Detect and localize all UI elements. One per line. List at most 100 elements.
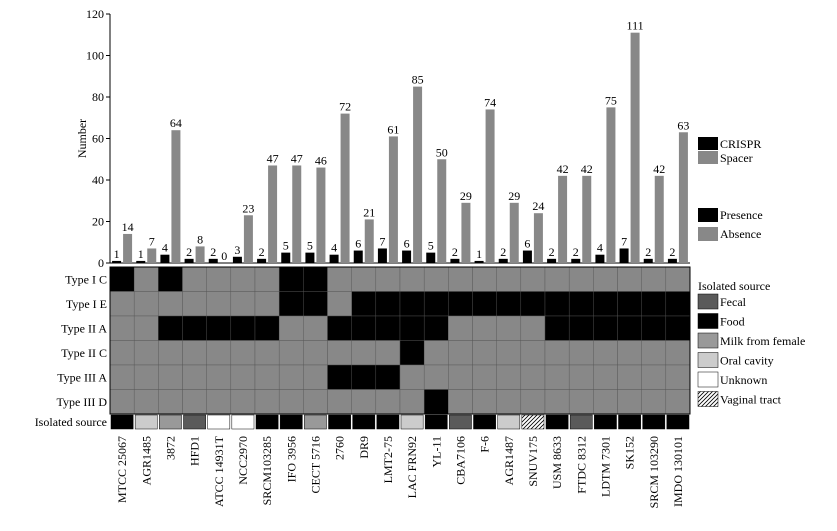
heatmap-cell [182, 315, 207, 341]
heatmap-cell [617, 389, 642, 415]
heatmap-cell [375, 291, 401, 317]
source-cell [159, 414, 182, 430]
spacer-value-label: 50 [436, 145, 448, 159]
spacer-value-label: 42 [653, 162, 665, 176]
source-cell [594, 414, 617, 430]
spacer-bar [171, 130, 181, 263]
spacer-bar [509, 202, 519, 263]
source-cell [618, 414, 641, 430]
heatmap-cell [617, 364, 642, 390]
spacer-bar [533, 213, 543, 263]
heatmap-cell [544, 291, 570, 317]
heatmap-cell [158, 389, 183, 415]
heatmap-cell [351, 315, 377, 341]
source-cell [304, 414, 327, 430]
y-tick-label: 40 [92, 173, 104, 187]
spacer-value-label: 42 [557, 162, 569, 176]
category-label: SNUV175 [526, 436, 540, 487]
heatmap-cell [206, 340, 232, 366]
spacer-value-label: 42 [581, 162, 593, 176]
heatmap-cell [665, 291, 691, 317]
heatmap-cell [520, 291, 546, 317]
legend-label-crispr: CRISPR [720, 137, 761, 151]
heatmap-cell [182, 389, 207, 415]
heatmap-cell [109, 340, 135, 366]
source-cell [473, 414, 496, 430]
heatmap-cell [303, 266, 328, 292]
heatmap-cell [641, 389, 667, 415]
spacer-bar [147, 248, 157, 263]
crispr-bar [571, 258, 581, 263]
heatmap-cell [303, 364, 328, 390]
heatmap-cell [254, 266, 280, 292]
source-cell [183, 414, 206, 430]
heatmap-cell [399, 364, 425, 390]
heatmap-cell [327, 266, 352, 292]
heatmap-cell [423, 291, 449, 317]
crispr-bar [450, 258, 460, 263]
heatmap-cell [375, 315, 401, 341]
source-cell [207, 414, 231, 430]
spacer-value-label: 21 [363, 205, 375, 219]
heatmap-cell [472, 389, 497, 415]
heatmap-cell [375, 389, 401, 415]
heatmap-cell [665, 364, 691, 390]
heatmap-cell [206, 364, 232, 390]
crispr-value-label: 4 [162, 241, 168, 255]
heatmap-cell [230, 266, 256, 292]
crispr-value-label: 2 [573, 245, 579, 259]
heatmap-cell [109, 315, 135, 341]
heatmap-cell [568, 291, 594, 317]
heatmap-cell [327, 340, 352, 366]
crispr-bar [208, 258, 218, 263]
heatmap-cell [133, 266, 159, 292]
heatmap-cell [351, 340, 377, 366]
spacer-bar [558, 175, 568, 263]
heatmap-cell [158, 315, 183, 341]
heatmap-cell [568, 315, 594, 341]
heatmap-cell [593, 291, 618, 317]
source-row-label: Isolated source [35, 415, 107, 429]
category-label: MTCC 25067 [115, 436, 129, 503]
crispr-bar [643, 258, 653, 263]
heatmap-cell [496, 364, 522, 390]
crispr-value-label: 2 [259, 245, 265, 259]
y-tick-label: 80 [92, 90, 104, 104]
heatmap-cell [617, 266, 642, 292]
heatmap-cell [278, 364, 304, 390]
crispr-value-label: 2 [452, 245, 458, 259]
heatmap-cell [665, 315, 691, 341]
crispr-bar [160, 254, 170, 263]
heatmap-cell [496, 315, 522, 341]
crispr-bar [522, 250, 532, 263]
heatmap-cell [303, 291, 328, 317]
heatmap-cell [278, 389, 304, 415]
heatmap-cell [472, 364, 497, 390]
spacer-value-label: 46 [315, 154, 327, 168]
y-tick-label: 100 [86, 49, 104, 63]
crispr-value-label: 4 [597, 241, 603, 255]
heatmap-cell [206, 315, 232, 341]
spacer-bar [485, 109, 495, 263]
heatmap-row-label: Type II A [61, 321, 107, 335]
category-label: HFD1 [188, 436, 202, 466]
spacer-bar [582, 175, 592, 263]
heatmap-cell [641, 315, 667, 341]
spacer-value-label: 47 [267, 151, 279, 165]
legend-swatch-spacer [698, 151, 718, 164]
crispr-value-label: 1 [114, 247, 120, 261]
heatmap-cell [158, 291, 183, 317]
heatmap-cell [399, 315, 425, 341]
heatmap-cell [472, 315, 497, 341]
spacer-value-label: 29 [460, 189, 472, 203]
crispr-value-label: 6 [524, 237, 530, 251]
crispr-bar [305, 252, 315, 263]
crispr-bar [112, 260, 122, 263]
source-legend-title: Isolated source [698, 279, 770, 293]
spacer-value-label: 7 [149, 234, 155, 248]
heatmap-cell [109, 389, 135, 415]
heatmap-cell [230, 340, 256, 366]
source-cell [449, 414, 472, 430]
heatmap-cell [206, 389, 232, 415]
